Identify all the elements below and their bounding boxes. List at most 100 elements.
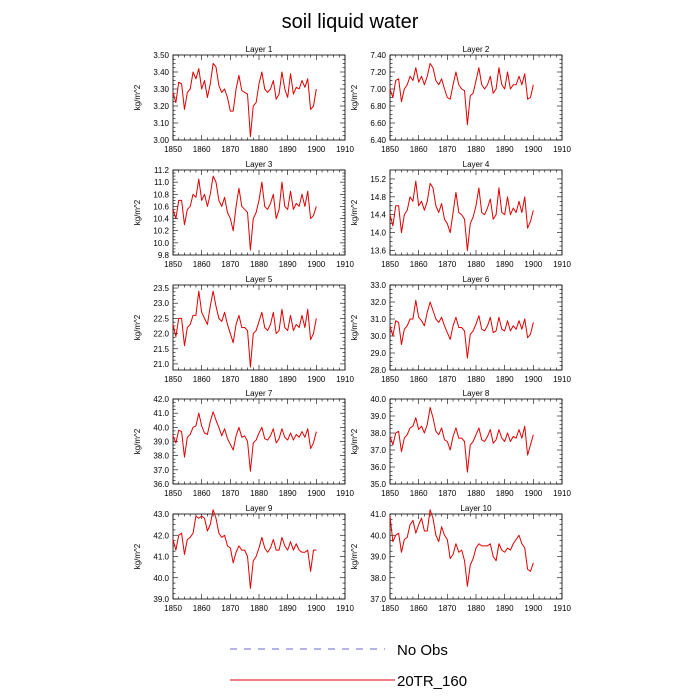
plot-frame-layer-10 [389, 513, 563, 600]
x-tick-label-1880: 1880 [250, 260, 268, 269]
x-tick-label-1870: 1870 [438, 375, 456, 384]
y-axis-label-layer-7: kg/m^2 [133, 428, 142, 454]
panel-title-layer-4: Layer 4 [463, 160, 490, 169]
panel-title-layer-3: Layer 3 [246, 160, 273, 169]
x-tick-label-1910: 1910 [553, 604, 571, 613]
x-tick-label-1900: 1900 [524, 489, 542, 498]
y-tick-label: 23.0 [153, 299, 169, 308]
x-tick-label-1880: 1880 [467, 489, 485, 498]
x-tick-label-1900: 1900 [307, 260, 325, 269]
x-tick-label-1890: 1890 [496, 260, 514, 269]
y-tick-label: 40.0 [370, 531, 386, 540]
x-tick-label-1910: 1910 [553, 375, 571, 384]
x-tick-label-1900: 1900 [307, 489, 325, 498]
panel-title-layer-5: Layer 5 [246, 275, 273, 284]
x-tick-label-1910: 1910 [553, 260, 571, 269]
x-tick-label-1850: 1850 [164, 604, 182, 613]
y-tick-label: 3.30 [153, 85, 169, 94]
x-tick-label-1880: 1880 [467, 375, 485, 384]
y-tick-label: 40.0 [370, 395, 386, 404]
x-tick-label-1890: 1890 [279, 260, 297, 269]
y-tick-label: 23.5 [153, 284, 169, 293]
x-tick-label-1850: 1850 [381, 375, 399, 384]
y-axis-label-layer-10: kg/m^2 [350, 543, 359, 569]
plot-frame-layer-5 [172, 284, 346, 371]
panel-layer-7: Layer 7 1850 1860 1870 1880 1890 1900 1910 36.0 3… [133, 389, 354, 498]
plot-frame-layer-6 [389, 284, 563, 371]
x-tick-label-1860: 1860 [410, 604, 428, 613]
plot-frame-layer-9 [172, 513, 346, 600]
x-tick-label-1890: 1890 [496, 375, 514, 384]
series-line-20tr-160-layer-4 [389, 180, 534, 252]
y-tick-label: 6.80 [370, 102, 386, 111]
y-tick-label: 15.2 [370, 175, 386, 184]
y-tick-label: 32.0 [370, 298, 386, 307]
y-tick-label: 21.5 [153, 345, 169, 354]
y-tick-label: 3.10 [153, 119, 169, 128]
y-tick-label: 14.8 [370, 193, 386, 202]
y-tick-label: 41.0 [153, 409, 169, 418]
x-tick-label-1880: 1880 [250, 604, 268, 613]
x-tick-label-1860: 1860 [193, 375, 211, 384]
panel-layer-3: Layer 3 1850 1860 1870 1880 1890 1900 1910 9.8 10… [133, 160, 354, 269]
y-tick-label: 40.0 [153, 574, 169, 583]
y-axis-label-layer-2: kg/m^2 [350, 84, 359, 110]
x-tick-label-1870: 1870 [221, 489, 239, 498]
y-tick-label: 3.00 [153, 136, 169, 145]
panel-layer-1: Layer 1 1850 1860 1870 1880 1890 1900 1910 3.00 3… [133, 45, 354, 154]
x-tick-label-1870: 1870 [221, 145, 239, 154]
y-tick-label: 7.00 [370, 85, 386, 94]
y-tick-label: 11.2 [154, 166, 170, 175]
y-tick-label: 37.0 [370, 446, 386, 455]
x-tick-label-1880: 1880 [250, 375, 268, 384]
y-tick-label: 31.0 [370, 315, 386, 324]
panel-layer-6: Layer 6 1850 1860 1870 1880 1890 1900 1910 28.0 2… [350, 275, 571, 384]
y-tick-label: 13.6 [370, 247, 386, 256]
x-tick-label-1900: 1900 [524, 260, 542, 269]
panel-layer-2: Layer 2 1850 1860 1870 1880 1890 1900 1910 6.40 6… [350, 45, 571, 154]
series-line-20tr-160-layer-2 [389, 63, 534, 126]
y-tick-label: 39.0 [153, 438, 169, 447]
x-tick-label-1900: 1900 [307, 604, 325, 613]
y-axis-label-layer-4: kg/m^2 [350, 199, 359, 225]
x-tick-label-1890: 1890 [279, 145, 297, 154]
x-tick-label-1860: 1860 [410, 489, 428, 498]
y-tick-label: 14.4 [370, 211, 386, 220]
y-tick-label: 37.0 [153, 466, 169, 475]
y-tick-label: 42.0 [153, 531, 169, 540]
panel-title-layer-2: Layer 2 [463, 45, 490, 54]
y-tick-label: 10.2 [153, 227, 169, 236]
x-tick-label-1860: 1860 [410, 375, 428, 384]
y-axis-label-layer-5: kg/m^2 [133, 314, 142, 340]
y-axis-label-layer-3: kg/m^2 [133, 199, 142, 225]
legend-label-20tr-160: 20TR_160 [397, 673, 467, 690]
x-tick-label-1900: 1900 [524, 375, 542, 384]
x-tick-label-1850: 1850 [164, 375, 182, 384]
x-tick-label-1850: 1850 [164, 145, 182, 154]
y-tick-label: 10.0 [153, 239, 169, 248]
x-tick-label-1860: 1860 [193, 604, 211, 613]
x-tick-label-1910: 1910 [553, 489, 571, 498]
y-tick-label: 7.20 [370, 68, 386, 77]
panel-title-layer-9: Layer 9 [246, 504, 273, 513]
x-tick-label-1910: 1910 [336, 145, 354, 154]
plot-frame-layer-1 [172, 54, 346, 141]
x-tick-label-1870: 1870 [438, 604, 456, 613]
x-tick-label-1850: 1850 [381, 604, 399, 613]
x-tick-label-1880: 1880 [467, 604, 485, 613]
y-tick-label: 3.50 [153, 51, 169, 60]
x-tick-label-1910: 1910 [336, 489, 354, 498]
y-tick-label: 22.0 [153, 330, 169, 339]
panel-title-layer-1: Layer 1 [246, 45, 273, 54]
y-tick-label: 36.0 [153, 480, 169, 489]
series-line-20tr-160-layer-10 [389, 509, 534, 587]
x-tick-label-1900: 1900 [307, 145, 325, 154]
x-tick-label-1890: 1890 [496, 489, 514, 498]
y-tick-label: 37.0 [370, 595, 386, 604]
panel-layer-5: Layer 5 1850 1860 1870 1880 1890 1900 1910 21.0 2… [133, 275, 354, 384]
x-tick-label-1910: 1910 [336, 375, 354, 384]
x-tick-label-1860: 1860 [193, 145, 211, 154]
y-axis-label-layer-1: kg/m^2 [133, 84, 142, 110]
y-tick-label: 30.0 [370, 332, 386, 341]
